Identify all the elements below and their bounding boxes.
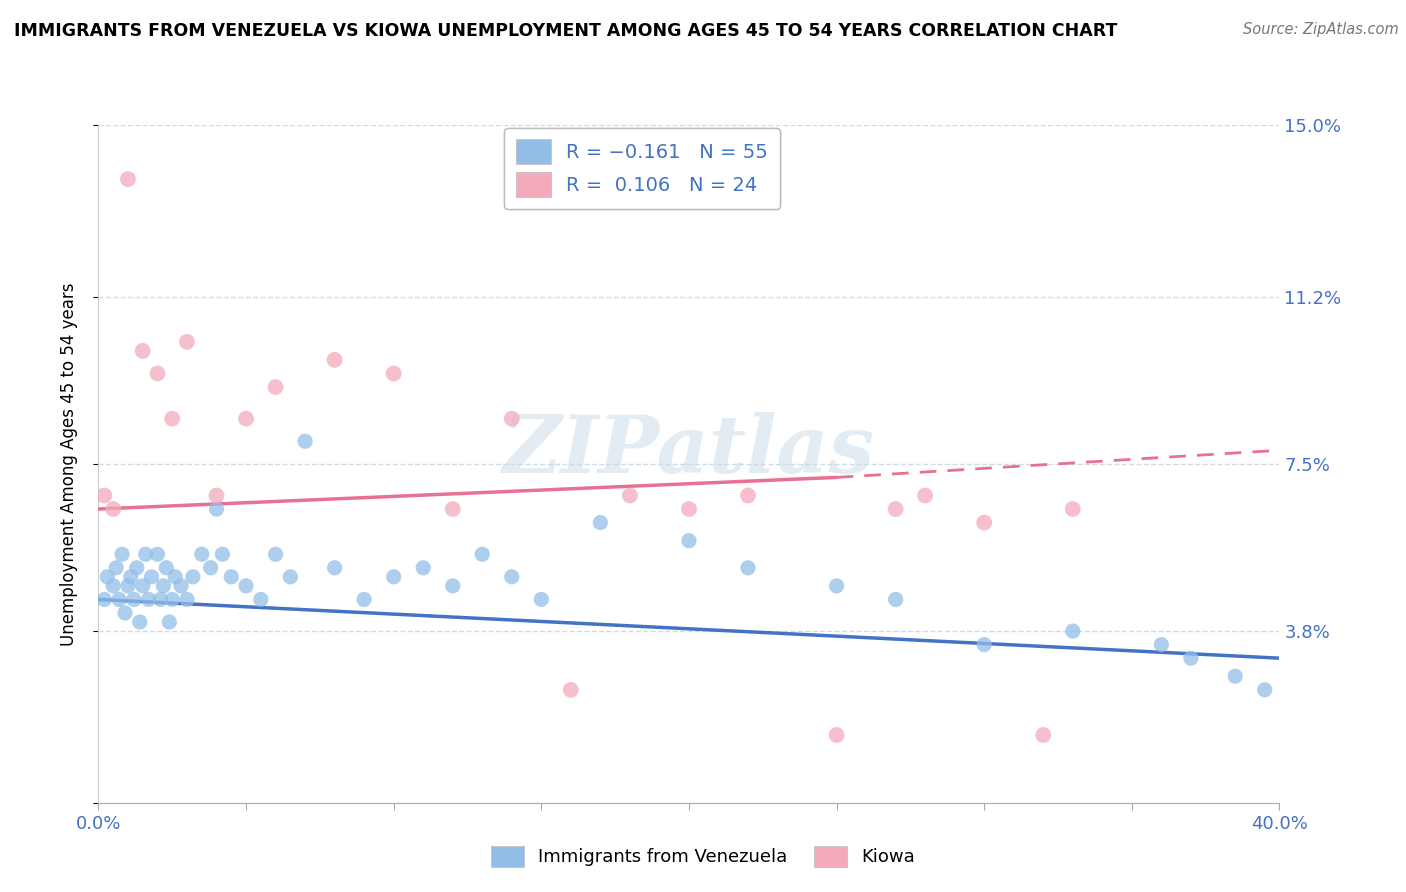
Point: [146, 367, 169, 381]
Point: [114, 606, 136, 620]
Point: [93, 592, 115, 607]
Point: [132, 579, 155, 593]
Point: [157, 615, 180, 629]
Text: Source: ZipAtlas.com: Source: ZipAtlas.com: [1243, 22, 1399, 37]
Point: [678, 533, 700, 548]
Point: [146, 547, 169, 561]
Point: [191, 547, 214, 561]
Point: [125, 561, 148, 575]
Point: [205, 488, 228, 502]
Point: [181, 570, 204, 584]
Point: [589, 516, 612, 530]
Point: [111, 547, 134, 561]
Point: [1180, 651, 1202, 665]
Point: [1223, 669, 1246, 683]
Point: [176, 334, 198, 349]
Point: [530, 592, 553, 607]
Point: [441, 502, 464, 516]
Point: [501, 570, 523, 584]
Point: [250, 592, 273, 607]
Legend: Immigrants from Venezuela, Kiowa: Immigrants from Venezuela, Kiowa: [484, 838, 922, 874]
Point: [211, 547, 233, 561]
Text: IMMIGRANTS FROM VENEZUELA VS KIOWA UNEMPLOYMENT AMONG AGES 45 TO 54 YEARS CORREL: IMMIGRANTS FROM VENEZUELA VS KIOWA UNEMP…: [14, 22, 1118, 40]
Point: [884, 502, 907, 516]
Point: [884, 592, 907, 607]
Point: [141, 570, 163, 584]
Point: [122, 592, 145, 607]
Point: [323, 561, 346, 575]
Legend: R = −0.161   N = 55, R =  0.106   N = 24: R = −0.161 N = 55, R = 0.106 N = 24: [503, 128, 779, 209]
Point: [973, 638, 995, 652]
Point: [825, 728, 848, 742]
Point: [105, 561, 128, 575]
Point: [825, 579, 848, 593]
Point: [353, 592, 375, 607]
Point: [914, 488, 936, 502]
Point: [441, 579, 464, 593]
Point: [117, 172, 139, 186]
Point: [264, 547, 287, 561]
Point: [678, 502, 700, 516]
Y-axis label: Unemployment Among Ages 45 to 54 years: Unemployment Among Ages 45 to 54 years: [59, 282, 77, 646]
Point: [737, 488, 759, 502]
Point: [135, 547, 157, 561]
Point: [200, 561, 222, 575]
Point: [152, 579, 174, 593]
Point: [382, 367, 405, 381]
Point: [560, 682, 582, 697]
Point: [382, 570, 405, 584]
Point: [149, 592, 172, 607]
Point: [235, 411, 257, 425]
Point: [117, 579, 139, 593]
Point: [205, 502, 228, 516]
Point: [103, 579, 125, 593]
Point: [501, 411, 523, 425]
Point: [1254, 682, 1277, 697]
Point: [138, 592, 160, 607]
Point: [235, 579, 257, 593]
Point: [155, 561, 177, 575]
Point: [128, 615, 150, 629]
Point: [108, 592, 131, 607]
Point: [1062, 502, 1084, 516]
Point: [93, 488, 115, 502]
Point: [1150, 638, 1173, 652]
Point: [96, 570, 118, 584]
Point: [120, 570, 142, 584]
Point: [1032, 728, 1054, 742]
Point: [278, 570, 302, 584]
Point: [264, 380, 287, 394]
Point: [170, 579, 193, 593]
Point: [412, 561, 434, 575]
Point: [294, 434, 316, 449]
Point: [132, 343, 155, 358]
Point: [176, 592, 198, 607]
Point: [323, 352, 346, 367]
Point: [973, 516, 995, 530]
Point: [221, 570, 243, 584]
Point: [737, 561, 759, 575]
Point: [162, 411, 183, 425]
Text: ZIPatlas: ZIPatlas: [503, 411, 875, 489]
Point: [1062, 624, 1084, 638]
Point: [103, 502, 125, 516]
Point: [162, 592, 183, 607]
Point: [619, 488, 641, 502]
Point: [165, 570, 187, 584]
Point: [471, 547, 494, 561]
